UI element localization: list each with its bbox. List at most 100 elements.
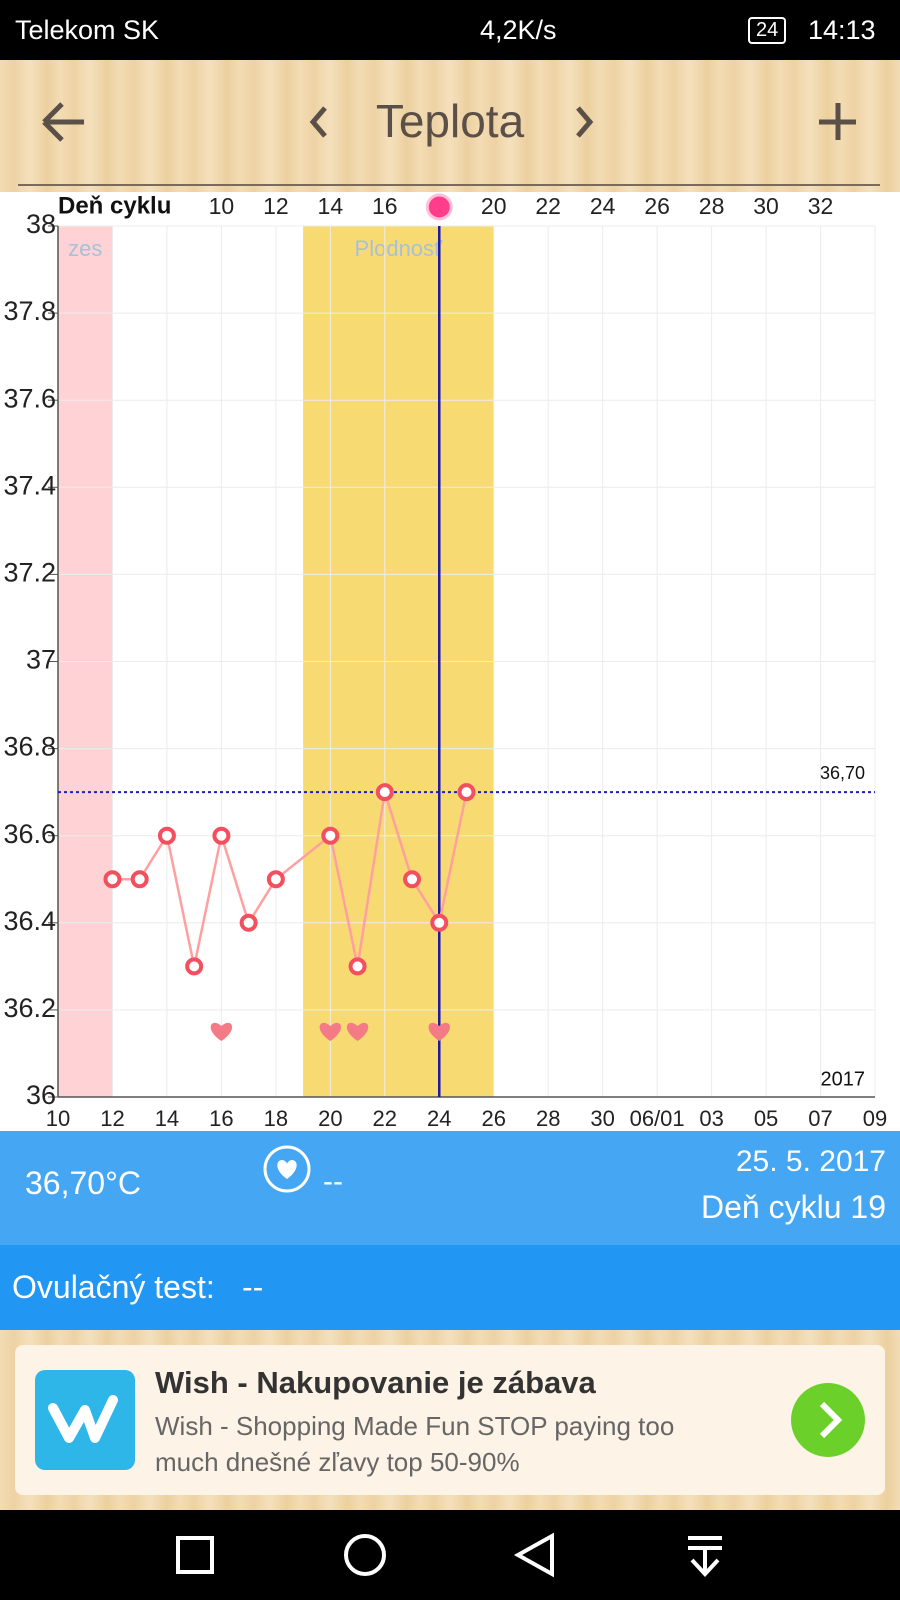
x-tick-label: 18 [264,1106,288,1131]
chart: zes Plodnosť 36 36.2 36.4 36.6 36.8 37 37.2 37.4 3… [0,192,900,1131]
x-tick-label: 05 [754,1106,778,1131]
y-tick-label: 37.4 [3,470,56,500]
y-tick-label: 36.6 [3,819,56,849]
add-button[interactable] [819,103,856,140]
status-bar: Telekom SK 4,2K/s 24 14:13 [0,0,900,60]
data-point [103,870,122,889]
header-icons [18,102,880,186]
home-button[interactable] [344,1534,386,1576]
intercourse-heart [319,1022,342,1041]
prev-button[interactable] [309,106,327,138]
x2-tick-label: 26 [644,193,670,219]
ad-area: Wish - Nakupovanie je zábava Wish - Shop… [0,1330,900,1510]
line-segment [329,835,359,967]
back-button[interactable] [42,102,84,142]
y-tick-label: 36.4 [3,906,56,936]
header-title: Teplota [375,95,525,147]
y-tick-label: 36 [26,1080,56,1110]
ad-text: Wish - Shopping Made Fun STOP paying too [155,1411,675,1441]
ad-card[interactable]: Wish - Nakupovanie je zábava Wish - Shop… [15,1345,885,1495]
cycle-day: Deň cyklu 19 [701,1189,886,1225]
x-tick-label: 20 [318,1106,342,1131]
x-tick-label: 30 [590,1106,614,1131]
data-point [321,826,340,845]
carrier: Telekom SK [15,15,160,45]
next-button[interactable] [576,106,594,138]
data-point [185,957,204,976]
y-tick-label: 36.8 [3,732,56,762]
x2-tick-label: 28 [699,193,725,219]
x-tick-label: 12 [100,1106,124,1131]
x-tick-label: 28 [536,1106,560,1131]
intercourse-value: -- [323,1165,343,1198]
x2-axis-label: Deň cyklu [58,192,171,219]
band-label: zes [68,236,102,261]
line-segment [165,835,196,967]
data-point [239,913,258,932]
x-tick-label: 03 [699,1106,723,1131]
info-panel: 36,70°C -- 25. 5. 2017 Deň cyklu 19 [0,1131,900,1245]
x-tick-label: 14 [155,1106,179,1131]
date: 25. 5. 2017 [735,1145,886,1178]
temperature: 36,70°C [25,1165,141,1201]
x-tick-label: 06/01 [630,1106,685,1131]
x2-tick-label: 32 [808,193,834,219]
y-tick-label: 37.2 [3,558,56,588]
band-label: Plodnosť [355,236,444,261]
x2-tick-label: 14 [318,193,344,219]
data-point [130,870,149,889]
line-segment [220,835,250,924]
x-tick-label: 07 [808,1106,832,1131]
data-point [348,957,367,976]
heart-button[interactable] [262,1144,312,1194]
intercourse-heart [210,1022,233,1041]
data-point [375,783,394,802]
data-point [430,913,449,932]
nav-bar [0,1510,900,1600]
y-tick-label: 37.8 [3,296,56,326]
reference-label: 36,70 [820,763,865,783]
x2-tick-label: 12 [263,193,289,219]
ovulation-value: -- [242,1269,264,1305]
time: 14:13 [808,15,876,45]
ad-title: Wish - Nakupovanie je zábava [155,1365,596,1400]
x2-tick-label: 10 [209,193,235,219]
x2-tick-label: 24 [590,193,616,219]
y-tick-label: 38 [26,209,56,239]
y-tick-label: 37.6 [3,383,56,413]
data-point [212,826,231,845]
line-segment [438,791,468,924]
year-label: 2017 [821,1068,866,1090]
speed: 4,2K/s [480,15,557,45]
line-segment [356,791,387,967]
x2-tick-label: 30 [753,193,779,219]
x-tick-label: 09 [863,1106,887,1131]
data-point [457,783,476,802]
ovulation-label: Ovulačný test: [12,1269,215,1305]
x-tick-label: 26 [481,1106,505,1131]
back-nav-button[interactable] [513,1532,554,1578]
x-tick-label: 10 [46,1106,70,1131]
x2-tick-label: 22 [535,193,561,219]
ad-go-button[interactable] [790,1382,866,1458]
intercourse-heart [346,1022,369,1041]
data-point [157,826,176,845]
battery: 24 [748,17,787,44]
recents-button[interactable] [176,1536,214,1574]
ad-logo [35,1370,135,1470]
x-tick-label: 24 [427,1106,451,1131]
data-point [266,870,285,889]
x2-tick-label: 20 [481,193,507,219]
x2-tick-label: 16 [372,193,398,219]
y-tick-label: 37 [26,645,56,675]
x-tick-label: 16 [209,1106,233,1131]
data-point [403,870,422,889]
header: Teplota [0,60,900,192]
line-segment [192,835,223,967]
intercourse-heart [428,1022,450,1041]
ovulation-panel[interactable]: Ovulačný test: -- [0,1245,900,1330]
notification-button[interactable] [688,1536,722,1577]
line-segment [275,834,332,881]
x-tick-label: 22 [373,1106,397,1131]
